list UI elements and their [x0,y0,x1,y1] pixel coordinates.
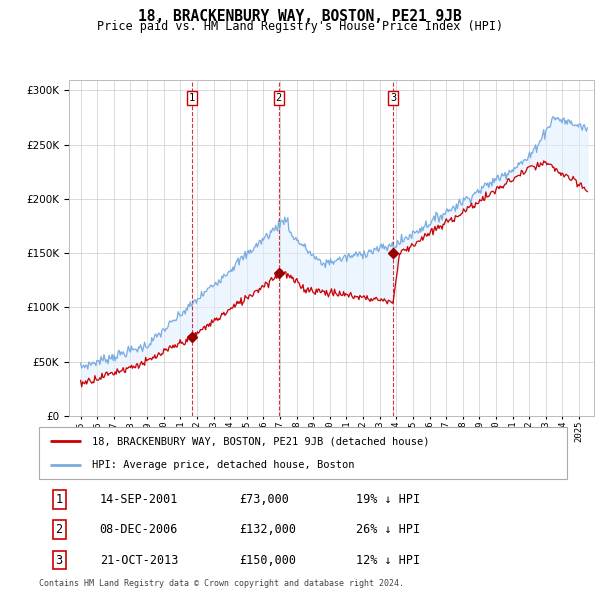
Text: Contains HM Land Registry data © Crown copyright and database right 2024.
This d: Contains HM Land Registry data © Crown c… [39,579,404,590]
Text: 12% ↓ HPI: 12% ↓ HPI [356,553,420,566]
Text: 1: 1 [189,93,195,103]
Text: 14-SEP-2001: 14-SEP-2001 [100,493,178,506]
Text: 18, BRACKENBURY WAY, BOSTON, PE21 9JB: 18, BRACKENBURY WAY, BOSTON, PE21 9JB [138,9,462,24]
Text: HPI: Average price, detached house, Boston: HPI: Average price, detached house, Bost… [92,460,354,470]
Text: 1: 1 [56,493,62,506]
Text: 18, BRACKENBURY WAY, BOSTON, PE21 9JB (detached house): 18, BRACKENBURY WAY, BOSTON, PE21 9JB (d… [92,436,430,446]
Text: £150,000: £150,000 [239,553,296,566]
Text: 19% ↓ HPI: 19% ↓ HPI [356,493,420,506]
Text: 3: 3 [390,93,396,103]
Text: 2: 2 [56,523,62,536]
Text: 08-DEC-2006: 08-DEC-2006 [100,523,178,536]
Text: £73,000: £73,000 [239,493,290,506]
Text: 26% ↓ HPI: 26% ↓ HPI [356,523,420,536]
Text: £132,000: £132,000 [239,523,296,536]
Text: 2: 2 [276,93,282,103]
Text: Price paid vs. HM Land Registry's House Price Index (HPI): Price paid vs. HM Land Registry's House … [97,20,503,33]
Text: 3: 3 [56,553,62,566]
Text: 21-OCT-2013: 21-OCT-2013 [100,553,178,566]
